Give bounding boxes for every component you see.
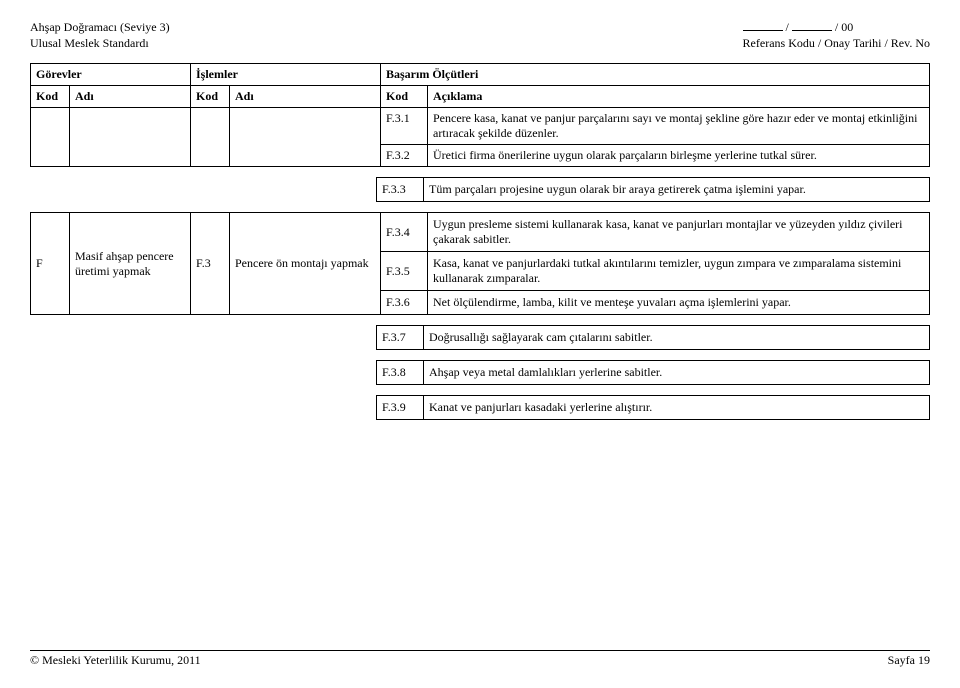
table-row: F.3.3 Tüm parçaları projesine uygun olar… bbox=[30, 178, 930, 202]
criteria-code: F.3.9 bbox=[377, 396, 424, 420]
col-gorevler: Görevler bbox=[31, 64, 191, 86]
cell-empty bbox=[70, 108, 191, 167]
page-header: Ahşap Doğramacı (Seviye 3) Ulusal Meslek… bbox=[30, 20, 930, 51]
criteria-code: F.3.4 bbox=[381, 213, 428, 252]
cell-empty bbox=[68, 326, 188, 350]
criteria-code: F.3.7 bbox=[377, 326, 424, 350]
criteria-code: F.3.2 bbox=[381, 145, 428, 167]
header-date: / / 00 bbox=[743, 20, 930, 36]
col-islemler: İşlemler bbox=[191, 64, 381, 86]
criteria-text: Doğrusallığı sağlayarak cam çıtalarını s… bbox=[424, 326, 930, 350]
col-kod: Kod bbox=[191, 86, 230, 108]
header-ref: Referans Kodu / Onay Tarihi / Rev. No bbox=[743, 36, 930, 52]
blank-field bbox=[743, 20, 783, 31]
detached-block: F.3.3 Tüm parçaları projesine uygun olar… bbox=[30, 177, 930, 202]
standards-table: Görevler İşlemler Başarım Ölçütleri Kod … bbox=[30, 63, 930, 167]
cell-empty bbox=[191, 108, 230, 167]
cell-empty bbox=[31, 108, 70, 167]
table-sub-header: Kod Adı Kod Adı Kod Açıklama bbox=[31, 86, 930, 108]
detached-block: F.3.7Doğrusallığı sağlayarak cam çıtalar… bbox=[30, 325, 930, 350]
table-row: F.3.9Kanat ve panjurları kasadaki yerler… bbox=[30, 396, 930, 420]
cell-empty bbox=[30, 396, 68, 420]
cell-empty bbox=[30, 326, 68, 350]
col-adi: Adı bbox=[230, 86, 381, 108]
criteria-text: Uygun presleme sistemi kullanarak kasa, … bbox=[428, 213, 930, 252]
criteria-code: F.3.1 bbox=[381, 108, 428, 145]
criteria-code: F.3.6 bbox=[381, 291, 428, 315]
page-footer: © Mesleki Yeterlilik Kurumu, 2011 Sayfa … bbox=[30, 650, 930, 668]
criteria-text: Tüm parçaları projesine uygun olarak bir… bbox=[424, 178, 930, 202]
footer-right: Sayfa 19 bbox=[888, 653, 930, 668]
header-left: Ahşap Doğramacı (Seviye 3) Ulusal Meslek… bbox=[30, 20, 170, 51]
cell-empty bbox=[226, 326, 377, 350]
col-basarim: Başarım Ölçütleri bbox=[381, 64, 930, 86]
table-row: F Masif ahşap pencere üretimi yapmak F.3… bbox=[31, 213, 930, 252]
criteria-code: F.3.5 bbox=[381, 252, 428, 291]
criteria-code: F.3.8 bbox=[377, 361, 424, 385]
cell-empty bbox=[188, 396, 226, 420]
cell-empty bbox=[30, 178, 68, 202]
criteria-code: F.3.3 bbox=[377, 178, 424, 202]
cell-empty bbox=[230, 108, 381, 167]
footer-left: © Mesleki Yeterlilik Kurumu, 2011 bbox=[30, 653, 201, 668]
cell-empty bbox=[68, 178, 188, 202]
table-row: F.3.1 Pencere kasa, kanat ve panjur parç… bbox=[31, 108, 930, 145]
col-aciklama: Açıklama bbox=[428, 86, 930, 108]
table-row: F.3.8Ahşap veya metal damlalıkları yerle… bbox=[30, 361, 930, 385]
header-date-suffix: / 00 bbox=[835, 20, 853, 34]
cell-empty bbox=[188, 178, 226, 202]
islem-code: F.3 bbox=[191, 213, 230, 315]
table-row: F.3.7Doğrusallığı sağlayarak cam çıtalar… bbox=[30, 326, 930, 350]
detached-rest: F.3.7Doğrusallığı sağlayarak cam çıtalar… bbox=[30, 325, 930, 420]
criteria-text: Ahşap veya metal damlalıkları yerlerine … bbox=[424, 361, 930, 385]
header-title: Ahşap Doğramacı (Seviye 3) bbox=[30, 20, 170, 36]
criteria-text: Kasa, kanat ve panjurlardaki tutkal akın… bbox=[428, 252, 930, 291]
main-block: F Masif ahşap pencere üretimi yapmak F.3… bbox=[30, 212, 930, 315]
table-group-header: Görevler İşlemler Başarım Ölçütleri bbox=[31, 64, 930, 86]
detached-block: F.3.8Ahşap veya metal damlalıkları yerle… bbox=[30, 360, 930, 385]
header-right: / / 00 Referans Kodu / Onay Tarihi / Rev… bbox=[743, 20, 930, 51]
criteria-text: Pencere kasa, kanat ve panjur parçaların… bbox=[428, 108, 930, 145]
cell-empty bbox=[68, 396, 188, 420]
criteria-text: Üretici firma önerilerine uygun olarak p… bbox=[428, 145, 930, 167]
col-kod: Kod bbox=[31, 86, 70, 108]
cell-empty bbox=[30, 361, 68, 385]
cell-empty bbox=[226, 178, 377, 202]
cell-empty bbox=[226, 396, 377, 420]
criteria-text: Kanat ve panjurları kasadaki yerlerine a… bbox=[424, 396, 930, 420]
header-subtitle: Ulusal Meslek Standardı bbox=[30, 36, 170, 52]
cell-empty bbox=[226, 361, 377, 385]
criteria-text: Net ölçülendirme, lamba, kilit ve menteş… bbox=[428, 291, 930, 315]
cell-empty bbox=[188, 326, 226, 350]
col-kod: Kod bbox=[381, 86, 428, 108]
islem-adi: Pencere ön montajı yapmak bbox=[230, 213, 381, 315]
cell-empty bbox=[188, 361, 226, 385]
blank-field bbox=[792, 20, 832, 31]
cell-empty bbox=[68, 361, 188, 385]
detached-block: F.3.9Kanat ve panjurları kasadaki yerler… bbox=[30, 395, 930, 420]
gorev-code: F bbox=[31, 213, 70, 315]
gorev-adi: Masif ahşap pencere üretimi yapmak bbox=[70, 213, 191, 315]
col-adi: Adı bbox=[70, 86, 191, 108]
